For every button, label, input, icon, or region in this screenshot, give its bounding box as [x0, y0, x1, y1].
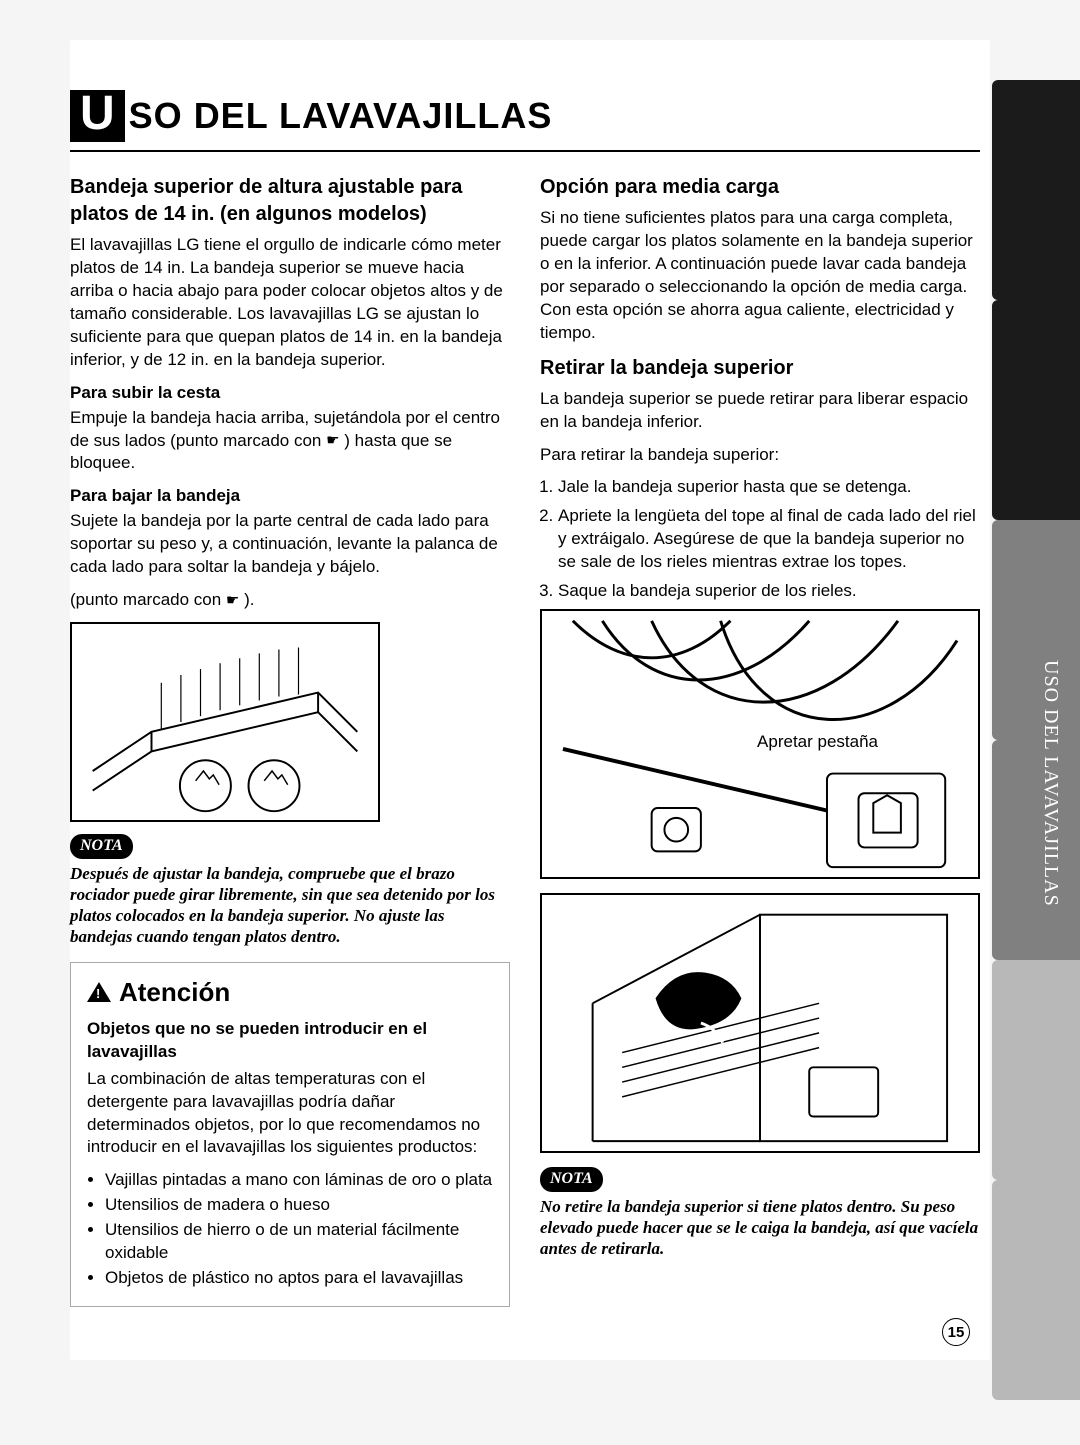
attention-list: Vajillas pintadas a mano con láminas de … — [105, 1169, 493, 1290]
side-tab — [992, 300, 1080, 520]
side-tab — [992, 80, 1080, 300]
title-boxed-letter: U — [70, 90, 125, 142]
paragraph: El lavavajillas LG tiene el orgullo de i… — [70, 234, 510, 372]
steps-list: Jale la bandeja superior hasta que se de… — [558, 476, 980, 603]
title-rest: SO DEL LAVAVAJILLAS — [129, 95, 553, 137]
side-tab-active — [992, 740, 1080, 960]
note-label: NOTA — [70, 834, 133, 859]
page-title: U SO DEL LAVAVAJILLAS — [70, 90, 980, 142]
text: (punto marcado con — [70, 590, 226, 609]
side-tab-label: USO DEL LAVAVAJILLAS — [1039, 660, 1062, 907]
list-item: Vajillas pintadas a mano con láminas de … — [105, 1169, 493, 1192]
heading: Bandeja superior de altura ajustable par… — [70, 174, 510, 228]
list-item: Utensilios de madera o hueso — [105, 1194, 493, 1217]
hand-pointer-icon: ☛ — [326, 431, 339, 451]
list-item: Apriete la lengüeta del tope al final de… — [558, 505, 980, 574]
side-tab — [992, 520, 1080, 740]
paragraph: Si no tiene suficientes platos para una … — [540, 207, 980, 345]
list-item: Jale la bandeja superior hasta que se de… — [558, 476, 980, 499]
right-column: Opción para media carga Si no tiene sufi… — [540, 174, 980, 1307]
note-text: Después de ajustar la bandeja, compruebe… — [70, 863, 510, 948]
note-text: No retire la bandeja superior si tiene p… — [540, 1196, 980, 1260]
paragraph: (punto marcado con ☛ ). — [70, 589, 510, 612]
list-item: Utensilios de hierro o de un material fá… — [105, 1219, 493, 1265]
paragraph: Para retirar la bandeja superior: — [540, 444, 980, 467]
list-item: Saque la bandeja superior de los rieles. — [558, 580, 980, 603]
figure-remove-rack — [540, 893, 980, 1153]
attention-title: Atención — [119, 975, 230, 1010]
figure-rail-tab: Apretar pestaña — [540, 609, 980, 879]
page: U SO DEL LAVAVAJILLAS Bandeja superior d… — [70, 40, 990, 1360]
attention-subheading: Objetos que no se pueden introducir en e… — [87, 1018, 493, 1064]
text: ). — [244, 590, 254, 609]
hand-pointer-icon: ☛ — [226, 591, 239, 611]
heading: Opción para media carga — [540, 174, 980, 201]
side-tab — [992, 960, 1080, 1180]
paragraph: La bandeja superior se puede retirar par… — [540, 388, 980, 434]
figure-label: Apretar pestaña — [757, 731, 878, 754]
note-label: NOTA — [540, 1167, 603, 1192]
title-rule — [70, 150, 980, 152]
subheading: Para bajar la bandeja — [70, 485, 510, 508]
list-item: Objetos de plástico no aptos para el lav… — [105, 1267, 493, 1290]
page-number: 15 — [942, 1318, 970, 1346]
paragraph: La combinación de altas temperaturas con… — [87, 1068, 493, 1160]
warning-triangle-icon — [87, 982, 111, 1002]
heading: Retirar la bandeja superior — [540, 355, 980, 382]
left-column: Bandeja superior de altura ajustable par… — [70, 174, 510, 1307]
paragraph: Sujete la bandeja por la parte central d… — [70, 510, 510, 579]
side-tab — [992, 1180, 1080, 1400]
figure-rack-adjust — [70, 622, 380, 822]
attention-box: Atención Objetos que no se pueden introd… — [70, 962, 510, 1307]
subheading: Para subir la cesta — [70, 382, 510, 405]
paragraph: Empuje la bandeja hacia arriba, sujetánd… — [70, 407, 510, 476]
side-tabs: USO DEL LAVAVAJILLAS — [992, 80, 1080, 1400]
